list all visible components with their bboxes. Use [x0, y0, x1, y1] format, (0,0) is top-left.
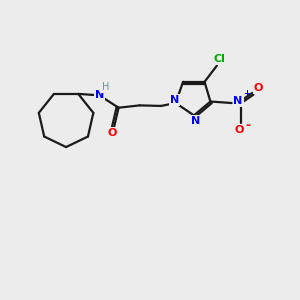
Text: -: -	[245, 119, 250, 133]
Text: N: N	[169, 95, 179, 105]
Text: N: N	[233, 96, 243, 106]
Text: Cl: Cl	[214, 54, 226, 64]
Text: +: +	[243, 89, 250, 98]
Text: O: O	[254, 83, 263, 93]
Text: O: O	[108, 128, 117, 138]
Text: N: N	[191, 116, 200, 126]
Text: H: H	[102, 82, 110, 92]
Text: O: O	[235, 124, 244, 134]
Text: N: N	[95, 90, 104, 100]
